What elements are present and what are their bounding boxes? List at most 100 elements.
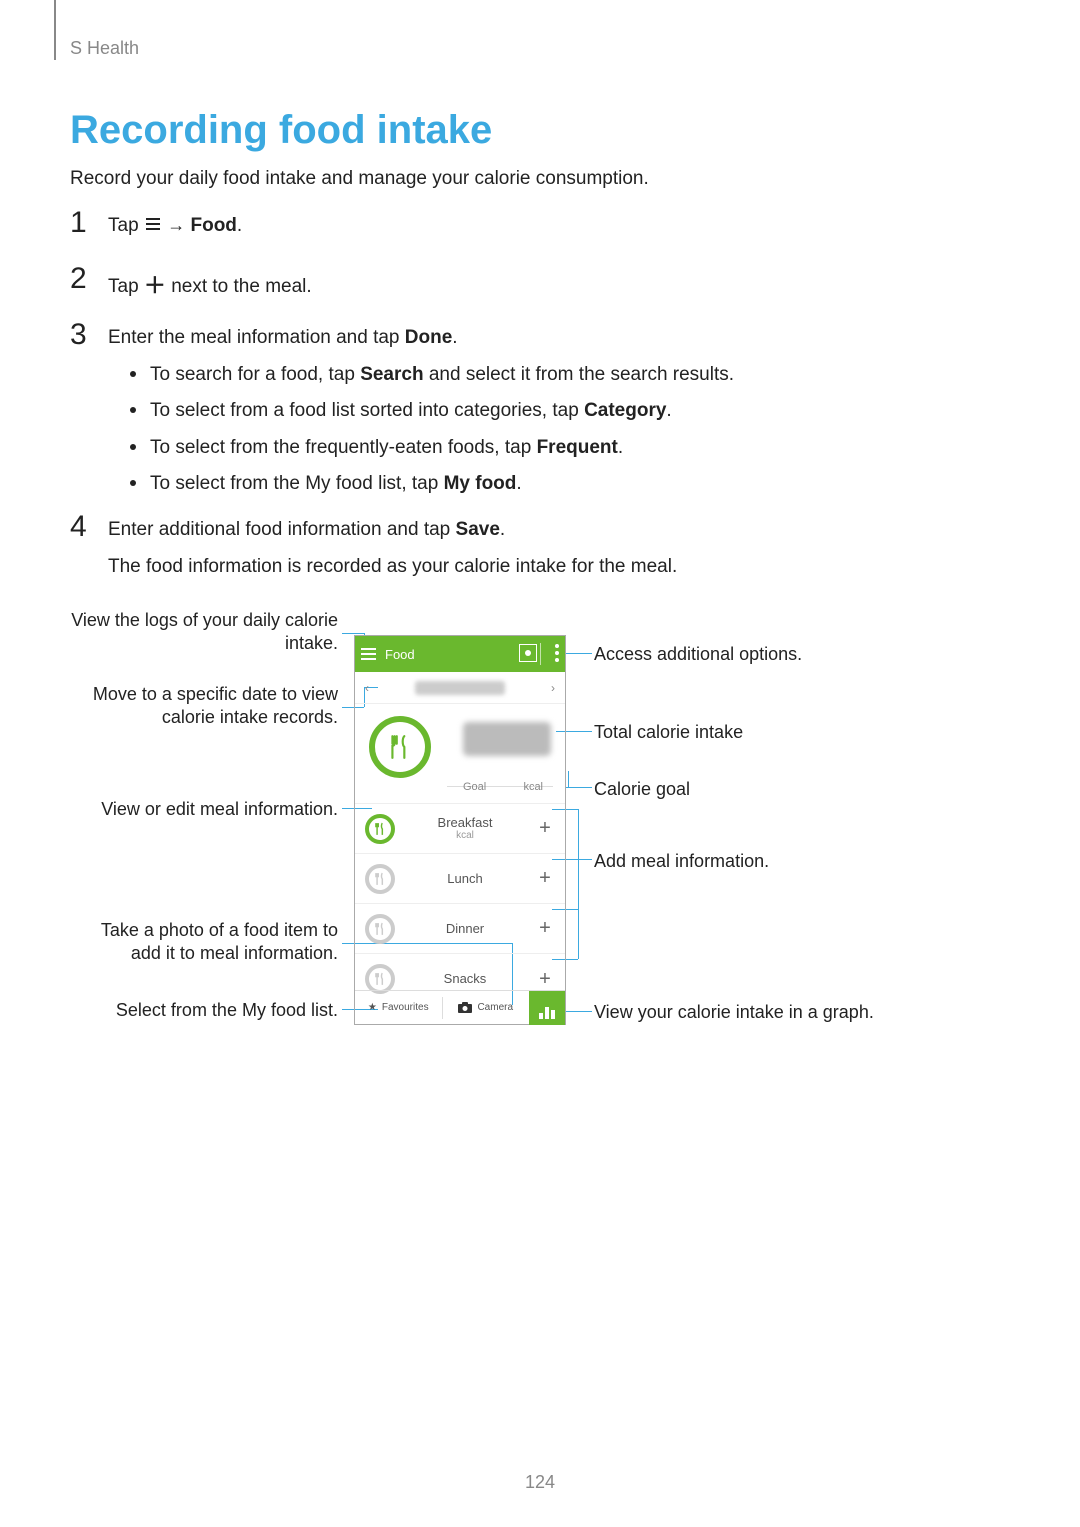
step-number: 3 [70,318,87,352]
menu-icon [144,215,162,233]
meal-icon [365,814,395,844]
step4-followup: The food information is recorded as your… [108,553,1010,582]
utensils-icon [387,734,413,760]
log-icon[interactable] [519,644,537,662]
progress-ring [369,716,431,778]
step2-prefix: Tap [108,276,144,297]
step1-prefix: Tap [108,215,144,236]
date-navigator[interactable]: ‹ › [355,672,565,704]
callout-options: Access additional options. [594,643,802,666]
section-header: S Health [70,38,139,59]
camera-button[interactable]: Camera [443,1002,530,1013]
b2a: To select from a food list sorted into c… [150,400,584,421]
b1a: To search for a food, tap [150,364,360,385]
connector-line [578,809,579,959]
meal-row-breakfast[interactable]: Breakfastkcal + [355,804,565,854]
b1bold: Search [360,364,423,385]
step4-text: Enter additional food information and ta… [108,519,456,540]
step-number: 1 [70,206,87,240]
step3-bold: Done [405,327,453,348]
step-number: 2 [70,262,87,296]
add-meal-button[interactable]: + [535,968,555,991]
page-number: 124 [525,1472,555,1493]
chart-button[interactable] [529,991,565,1025]
b4bold: My food [444,473,517,494]
meal-row-lunch[interactable]: Lunch + [355,854,565,904]
step4-suffix: . [500,519,505,540]
menu-icon[interactable] [355,636,383,672]
favourites-label: Favourites [382,1002,429,1013]
add-meal-button[interactable]: + [535,917,555,940]
star-icon: ★ [368,1002,377,1013]
meal-row-dinner[interactable]: Dinner + [355,904,565,954]
app-title: Food [385,647,415,662]
step2-suffix: next to the meal. [166,276,312,297]
b3b: . [618,437,623,458]
b3bold: Frequent [537,437,618,458]
meal-icon [365,914,395,944]
favourites-button[interactable]: ★ Favourites [355,1002,442,1013]
bullet-icon [130,407,136,413]
intro-text: Record your daily food intake and manage… [70,168,649,190]
meal-icon [365,864,395,894]
bullet-icon [130,444,136,450]
calorie-summary: Goal kcal [355,704,565,804]
step3-suffix: . [452,327,457,348]
callout-date-nav: Move to a specific date to view calorie … [70,683,338,730]
callout-myfood: Select from the My food list. [70,999,338,1022]
bullet-icon [130,480,136,486]
header-divider [54,0,56,60]
phone-frame: Food ‹ › Goal kcal Breakfastkcal + [354,635,566,1025]
page-title: Recording food intake [70,108,492,153]
arrow-icon: → [167,215,185,235]
callout-daily-log: View the logs of your daily calorie inta… [70,609,338,656]
connector-line [566,653,592,654]
toolbar-divider [540,643,541,665]
date-label [415,681,505,695]
callout-camera: Take a photo of a food item to add it to… [70,919,338,966]
b2b: . [666,400,671,421]
callout-goal: Calorie goal [594,778,690,801]
b4a: To select from the My food list, tap [150,473,444,494]
step1-bold: Food [190,215,236,236]
total-calories-value [463,722,551,756]
meal-label: Lunch [447,871,482,887]
callout-graph: View your calorie intake in a graph. [594,1001,874,1024]
callout-add-meal: Add meal information. [594,850,769,873]
meal-label: Breakfast [438,815,493,831]
camera-label: Camera [477,1002,513,1013]
connector-line [566,787,592,788]
callout-total-cal: Total calorie intake [594,721,743,744]
b1b: and select it from the search results. [424,364,734,385]
chevron-left-icon[interactable]: ‹ [365,681,369,695]
add-meal-button[interactable]: + [535,867,555,890]
step4-bold: Save [456,519,500,540]
goal-label: Goal [463,781,486,793]
phone-diagram: View the logs of your daily calorie inta… [70,603,1010,1063]
b3a: To select from the frequently-eaten food… [150,437,537,458]
b4b: . [516,473,521,494]
more-icon[interactable] [553,642,561,664]
b2bold: Category [584,400,666,421]
app-bar: Food [355,636,565,672]
chevron-right-icon[interactable]: › [551,681,555,695]
connector-line [342,633,364,634]
camera-icon [458,1002,472,1013]
step-2: 2 Tap ＋ next to the meal. [70,268,1010,302]
connector-line [566,1011,592,1012]
bullet-icon [130,371,136,377]
step-4: 4 Enter additional food information and … [70,516,1010,581]
add-meal-button[interactable]: + [535,817,555,840]
kcal-label: kcal [523,781,543,793]
meal-label: Snacks [444,971,487,987]
step1-suffix: . [237,215,242,236]
step-1: 1 Tap → Food. [70,212,1010,241]
meal-label: Dinner [446,921,484,937]
connector-line [568,771,569,787]
step3-text: Enter the meal information and tap [108,327,405,348]
plus-icon: ＋ [144,273,166,298]
meal-sub: kcal [456,830,474,842]
callout-edit-meal: View or edit meal information. [70,798,338,821]
step-3: 3 Enter the meal information and tap Don… [70,324,1010,499]
step-number: 4 [70,510,87,544]
